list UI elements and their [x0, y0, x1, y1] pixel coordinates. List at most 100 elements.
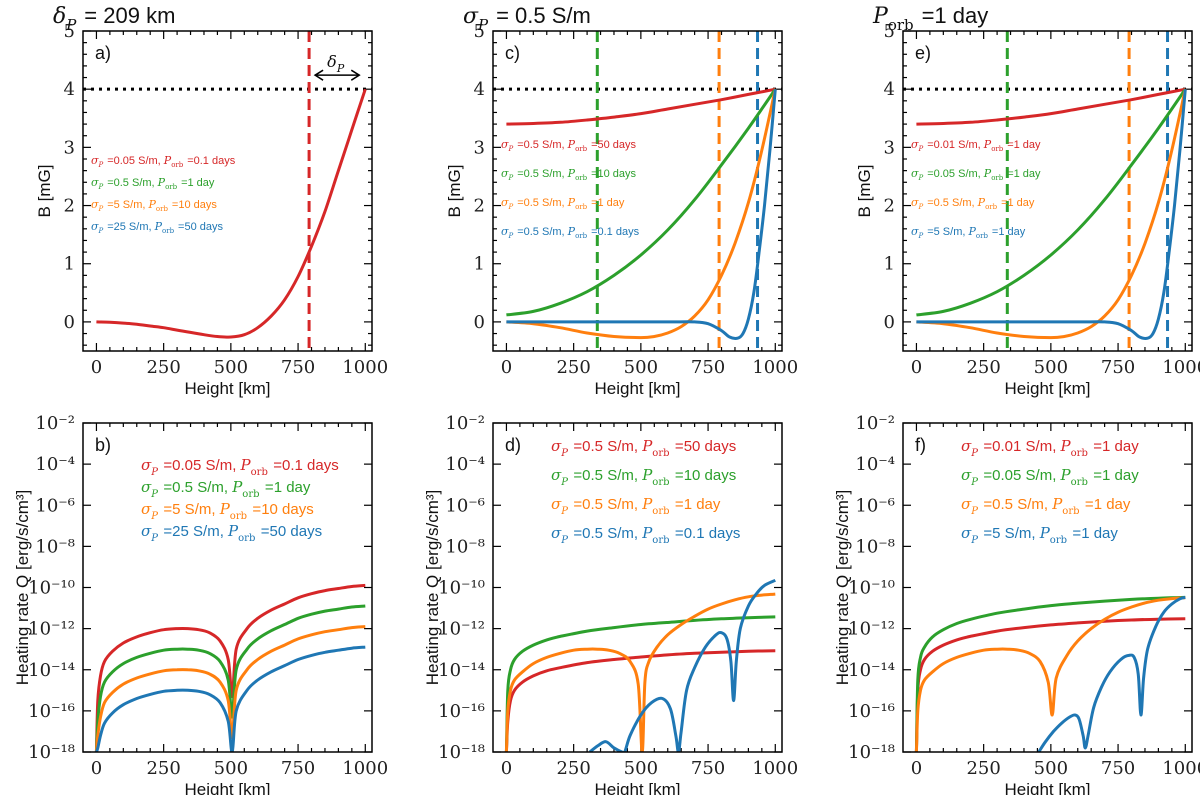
legend-entry-orange: σP =0.5 S/m, Porb =1 day [911, 196, 1035, 211]
panel-e: 0 250 500 750 1000 0 1 2 3 4 5 Height [km] B [mG] Por… [855, 3, 1200, 398]
x-tick-label: 500 [624, 357, 658, 378]
legend-entry-green: σP =0.5 S/m, Porb =10 days [501, 167, 637, 182]
y-tick-label: 10⁻⁴ [35, 454, 75, 475]
legend-entry-green: σP =0.5 S/m, Porb =1 day [91, 176, 215, 191]
legend-entry-blue: σP =0.5 S/m, Porb =0.1 days [551, 524, 740, 546]
x-tick-label: 1000 [1162, 758, 1200, 779]
x-tick-label: 0 [501, 357, 512, 378]
legend-entry-blue: σP =0.5 S/m, Porb =0.1 days [501, 225, 640, 240]
panel-letter: e) [915, 43, 931, 63]
y-tick-label: 10⁻⁶ [855, 495, 895, 516]
legend-entry-red: σP =0.01 S/m, Porb =1 day [911, 138, 1041, 153]
y-tick-label: 10⁻² [35, 413, 75, 434]
x-tick-label: 500 [1034, 357, 1068, 378]
legend-entry-blue: σP =5 S/m, Porb =1 day [961, 524, 1118, 546]
y-tick-label: 10⁻¹⁰ [848, 578, 895, 599]
y-tick-label: 2 [64, 196, 75, 217]
y-tick-label: 10⁻¹⁰ [28, 578, 75, 599]
legend-entry-orange: σP =0.5 S/m, Porb =1 day [501, 196, 625, 211]
series-line-green [506, 88, 777, 317]
series-line-blue [506, 89, 777, 340]
series-line-orange [916, 88, 1187, 340]
y-axis-label: B [mG] [445, 165, 464, 218]
panel-letter: b) [95, 435, 111, 455]
plot-area [493, 31, 782, 351]
plot-area [914, 595, 1186, 752]
y-tick-label: 10⁻¹² [438, 619, 485, 640]
x-tick-label: 500 [214, 758, 248, 779]
series-line-blue [1037, 595, 1186, 752]
y-tick-label: 1 [884, 254, 895, 275]
panel-c: 0 250 500 750 1000 0 1 2 3 4 5 Height [km] B [mG] σP … [445, 3, 798, 398]
series-line-red [504, 649, 776, 752]
y-tick-label: 10⁻¹⁰ [438, 578, 485, 599]
y-tick-label: 4 [64, 79, 75, 100]
y-tick-label: 2 [884, 196, 895, 217]
y-tick-label: 3 [474, 137, 485, 158]
legend-entry-orange: σP =0.5 S/m, Porb =1 day [961, 495, 1131, 517]
y-tick-label: 10⁻² [445, 413, 485, 434]
series-line-red [506, 87, 776, 126]
series-line-blue [588, 578, 776, 752]
y-tick-label: 10⁻¹² [848, 619, 895, 640]
x-tick-label: 250 [966, 758, 1000, 779]
series-line-orange [506, 88, 777, 340]
legend-entry-green: σP =0.5 S/m, Porb =1 day [141, 478, 311, 500]
legend-entry-green: σP =0.05 S/m, Porb =1 day [961, 466, 1139, 488]
axes-frame [82, 30, 373, 352]
x-tick-label: 250 [556, 357, 590, 378]
axes-frame [492, 422, 783, 753]
x-tick-label: 750 [1101, 758, 1135, 779]
y-tick-label: 2 [474, 196, 485, 217]
y-axis-label: Heating rate Q [erg/s/cm³] [13, 490, 32, 686]
arrow-head-right-icon [350, 69, 361, 81]
y-tick-label: 3 [64, 137, 75, 158]
y-tick-label: 10⁻¹⁶ [28, 701, 75, 722]
y-tick-label: 5 [884, 21, 895, 42]
x-tick-label: 500 [214, 357, 248, 378]
series-line-green [94, 604, 366, 752]
legend-entry-blue: σP =25 S/m, Porb =50 days [141, 522, 322, 544]
legend-entry-red: σP =0.05 S/m, Porb =0.1 days [91, 154, 236, 169]
series-line-green [916, 88, 1187, 317]
y-axis-label: Heating rate Q [erg/s/cm³] [423, 490, 442, 686]
y-tick-label: 10⁻⁴ [855, 454, 895, 475]
x-axis-label: Height [km] [1005, 780, 1091, 795]
legend-entry-green: σP =0.05 S/m, Porb =1 day [911, 167, 1041, 182]
y-tick-label: 10⁻¹² [28, 619, 75, 640]
legend-entry-blue: σP =5 S/m, Porb =1 day [911, 225, 1026, 240]
panel-d: 0 250 500 750 1000 10⁻¹⁸ 10⁻¹⁶ 10⁻¹⁴ 10⁻¹² 10⁻¹⁰ 1… [423, 413, 798, 795]
series-line-orange [914, 596, 1186, 752]
y-tick-label: 0 [64, 312, 75, 333]
series-line-red [94, 583, 366, 752]
x-axis-label: Height [km] [1005, 379, 1091, 398]
x-tick-label: 1000 [752, 758, 798, 779]
panel-a: 0 250 500 750 1000 0 1 2 3 4 5 Height [km] B [mG] δP … [35, 3, 388, 398]
y-tick-label: 10⁻⁸ [445, 536, 485, 557]
x-tick-label: 1000 [342, 357, 388, 378]
x-tick-label: 750 [281, 758, 315, 779]
y-tick-label: 4 [474, 79, 485, 100]
panel-letter: a) [95, 43, 111, 63]
series-line-blue [916, 89, 1187, 340]
series-line-green [914, 595, 1186, 752]
legend-entry-red: σP =0.5 S/m, Porb =50 days [551, 437, 736, 459]
y-tick-label: 3 [884, 137, 895, 158]
x-tick-label: 0 [91, 758, 102, 779]
x-tick-label: 0 [501, 758, 512, 779]
y-tick-label: 5 [474, 21, 485, 42]
plot-area [504, 578, 776, 752]
x-tick-label: 500 [1034, 758, 1068, 779]
x-tick-label: 0 [911, 758, 922, 779]
skin-depth-annotation: δP [327, 52, 345, 75]
panel-title: δP = 209 km [53, 3, 175, 34]
x-axis-label: Height [km] [595, 780, 681, 795]
y-tick-label: 10⁻¹⁸ [28, 742, 75, 763]
y-tick-label: 10⁻¹⁸ [438, 742, 485, 763]
panel-letter: c) [505, 43, 520, 63]
y-tick-label: 10⁻¹⁸ [848, 742, 895, 763]
legend-entry-orange: σP =5 S/m, Porb =10 days [141, 500, 314, 522]
series-line-green [504, 615, 776, 752]
legend-entry-orange: σP =0.5 S/m, Porb =1 day [551, 495, 721, 517]
